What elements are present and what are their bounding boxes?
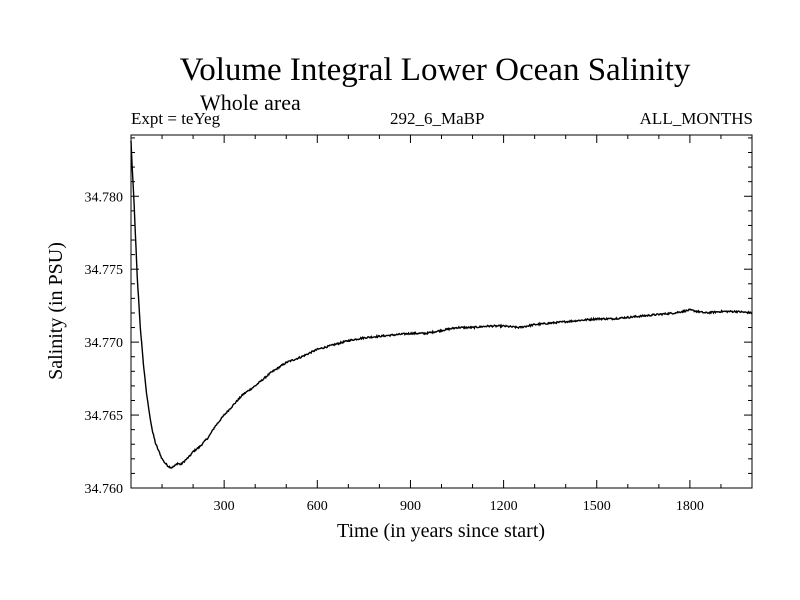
plot-frame: [130, 134, 753, 489]
chart-title: Volume Integral Lower Ocean Salinity: [179, 52, 691, 88]
x-tick-label: 1800: [676, 499, 704, 514]
x-axis: 300 600 900 1200 1500 1800: [161, 135, 722, 514]
y-tick-label: 34.780: [85, 190, 124, 205]
y-tick-label: 34.770: [85, 336, 124, 351]
x-tick-label: 900: [400, 499, 421, 514]
y-tick-label: 34.760: [85, 482, 124, 497]
x-axis-label: Time (in years since start): [337, 520, 545, 542]
x-tick-label: 1500: [583, 499, 611, 514]
x-tick-label: 1200: [490, 499, 518, 514]
y-axis: 34.760 34.765 34.770 34.775 34.780: [85, 137, 752, 497]
y-axis-label: Salinity (in PSU): [45, 242, 67, 380]
y-tick-label: 34.765: [85, 409, 124, 424]
x-tick-label: 300: [214, 499, 235, 514]
run-label: 292_6_MaBP: [390, 109, 485, 128]
months-label: ALL_MONTHS: [639, 109, 753, 128]
y-tick-label: 34.775: [85, 263, 124, 278]
chart-subtitle: Whole area: [200, 90, 301, 115]
series-line-salinity: [130, 140, 753, 469]
x-tick-label: 600: [307, 499, 328, 514]
experiment-label: Expt = teYeg: [131, 109, 221, 128]
